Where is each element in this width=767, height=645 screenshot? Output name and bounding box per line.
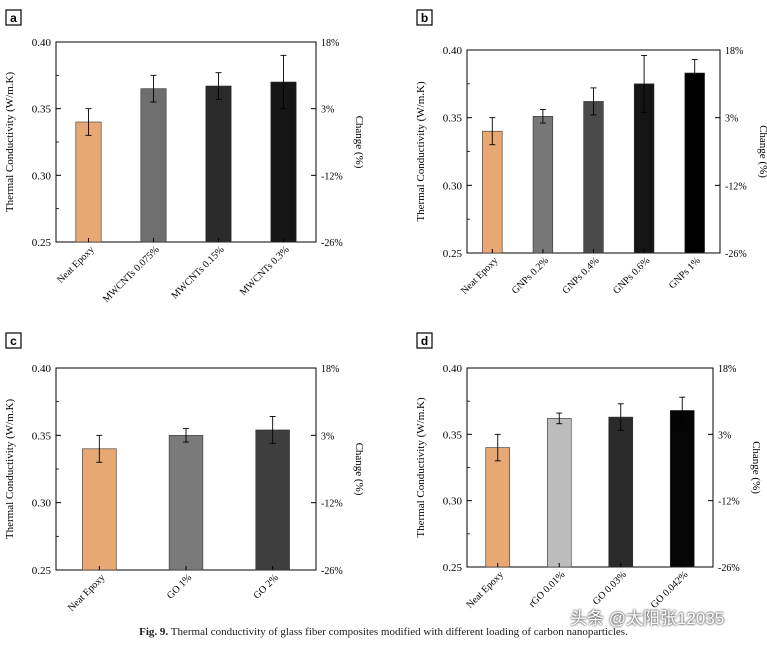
y2-tick-label: -12% — [718, 497, 740, 508]
bar-1 — [485, 447, 511, 568]
watermark: 头条 @太阳张12035 — [570, 609, 725, 628]
bar-1 — [82, 448, 117, 571]
panel-label-box — [5, 332, 22, 349]
panel-label: b — [421, 11, 428, 25]
x-tick-label: MWCNTs 0.15% — [169, 244, 226, 301]
y-tick-label: 0.30 — [443, 496, 463, 508]
y-tick-label: 0.30 — [32, 498, 52, 510]
y-tick-label: 0.30 — [32, 170, 52, 182]
y2-tick-label: -26% — [725, 249, 747, 260]
y-tick-label: 0.25 — [32, 565, 52, 577]
y2-tick-label: 3% — [321, 105, 334, 116]
y-tick-label: 0.40 — [443, 363, 463, 375]
y2-tick-label: 18% — [725, 46, 743, 57]
y2-tick-label: -26% — [321, 566, 343, 577]
y2-tick-label: 3% — [321, 431, 334, 442]
bar-2 — [140, 88, 167, 243]
x-tick-label: GO 0.03% — [591, 569, 629, 607]
bar-2 — [546, 418, 572, 568]
y2-tick-label: 18% — [321, 364, 339, 375]
panel-label: c — [10, 334, 17, 348]
y2-tick-label: 3% — [718, 430, 731, 441]
y-tick-label: 0.35 — [443, 113, 463, 125]
y-tick-label: 0.35 — [32, 430, 52, 442]
bar-2 — [532, 116, 554, 254]
bar-3 — [583, 101, 604, 254]
bar-4 — [669, 410, 695, 568]
panel-c: c 0.25 0.30 0.35 0.40 -26% -12% 3% 18% Thermal Co… — [4, 332, 365, 614]
y2-tick-label: -12% — [725, 181, 747, 192]
y2-axis-title: Change (%) — [757, 125, 767, 178]
bar-5 — [684, 72, 705, 254]
x-tick-label: GO 1% — [165, 572, 194, 601]
figure-caption: Fig. 9. Thermal conductivity of glass fi… — [0, 626, 767, 638]
y-tick-label: 0.25 — [443, 248, 463, 260]
y2-tick-label: 18% — [718, 364, 736, 375]
x-tick-label: GNPs 0.4% — [560, 255, 601, 296]
x-tick-label: Neat Epoxy — [459, 255, 500, 296]
y2-axis-title: Change (%) — [353, 116, 365, 169]
x-tick-label: rGO 0.01% — [527, 569, 567, 609]
caption-text: Thermal conductivity of glass fiber comp… — [170, 626, 628, 638]
y-tick-label: 0.35 — [443, 429, 463, 441]
x-tick-label: Neat Epoxy — [55, 244, 96, 285]
panel-label: a — [10, 11, 17, 25]
y-tick-label: 0.40 — [32, 363, 52, 375]
y-tick-label: 0.40 — [443, 45, 463, 57]
y2-tick-label: 18% — [321, 38, 339, 49]
y2-tick-label: -26% — [321, 238, 343, 249]
x-tick-label: Neat Epoxy — [66, 572, 107, 613]
y-axis-title: Thermal Conductivity (W/m.K) — [415, 81, 427, 222]
y2-tick-label: -12% — [321, 499, 343, 510]
x-tick-label: GNPs 0.6% — [611, 255, 652, 296]
bar-1 — [75, 121, 102, 243]
y-axis-title: Thermal Conductivity (W/m.K) — [4, 399, 16, 540]
panel-label: d — [421, 334, 428, 348]
panel-d: d 0.25 0.30 0.35 0.40 -26% -12% 3% 18% Thermal Co… — [415, 332, 762, 611]
caption-label: Fig. 9. — [139, 626, 169, 638]
bar-3 — [255, 429, 290, 571]
y-tick-label: 0.40 — [32, 37, 52, 49]
y-axis-title: Thermal Conductivity (W/m.K) — [4, 72, 16, 213]
y-tick-label: 0.25 — [32, 237, 52, 249]
bar-3 — [205, 85, 232, 243]
y2-tick-label: -12% — [321, 171, 343, 182]
bar-1 — [482, 130, 503, 254]
y-tick-label: 0.30 — [443, 180, 463, 192]
y2-axis-title: Change (%) — [750, 441, 762, 494]
bar-3 — [608, 416, 634, 568]
x-tick-label: MWCNTs 0.3% — [238, 244, 292, 298]
y-tick-label: 0.25 — [443, 562, 463, 574]
panel-a: a 0.25 0.30 0.35 0.40 -26% -12% 3% 18% Thermal Co… — [4, 9, 365, 305]
panel-label-box — [416, 332, 433, 349]
panel-b: b 0.25 0.30 0.35 0.40 -26% -12% 3% 18% Thermal Co… — [415, 9, 767, 297]
panel-label-box — [5, 9, 22, 26]
panel-label-box — [416, 9, 433, 26]
y-tick-label: 0.35 — [32, 104, 52, 116]
x-tick-label: MWCNTs 0.075% — [101, 244, 162, 305]
y2-tick-label: -26% — [718, 563, 740, 574]
y2-tick-label: 3% — [725, 114, 738, 125]
bar-2 — [168, 435, 204, 571]
x-tick-label: Neat Epoxy — [465, 569, 506, 610]
y-axis-title: Thermal Conductivity (W/m.K) — [415, 397, 427, 538]
x-tick-label: GNPs 0.2% — [510, 255, 551, 296]
x-tick-label: GO 2% — [252, 572, 281, 601]
x-tick-label: GNPs 1% — [667, 255, 703, 291]
y2-axis-title: Change (%) — [353, 443, 365, 496]
